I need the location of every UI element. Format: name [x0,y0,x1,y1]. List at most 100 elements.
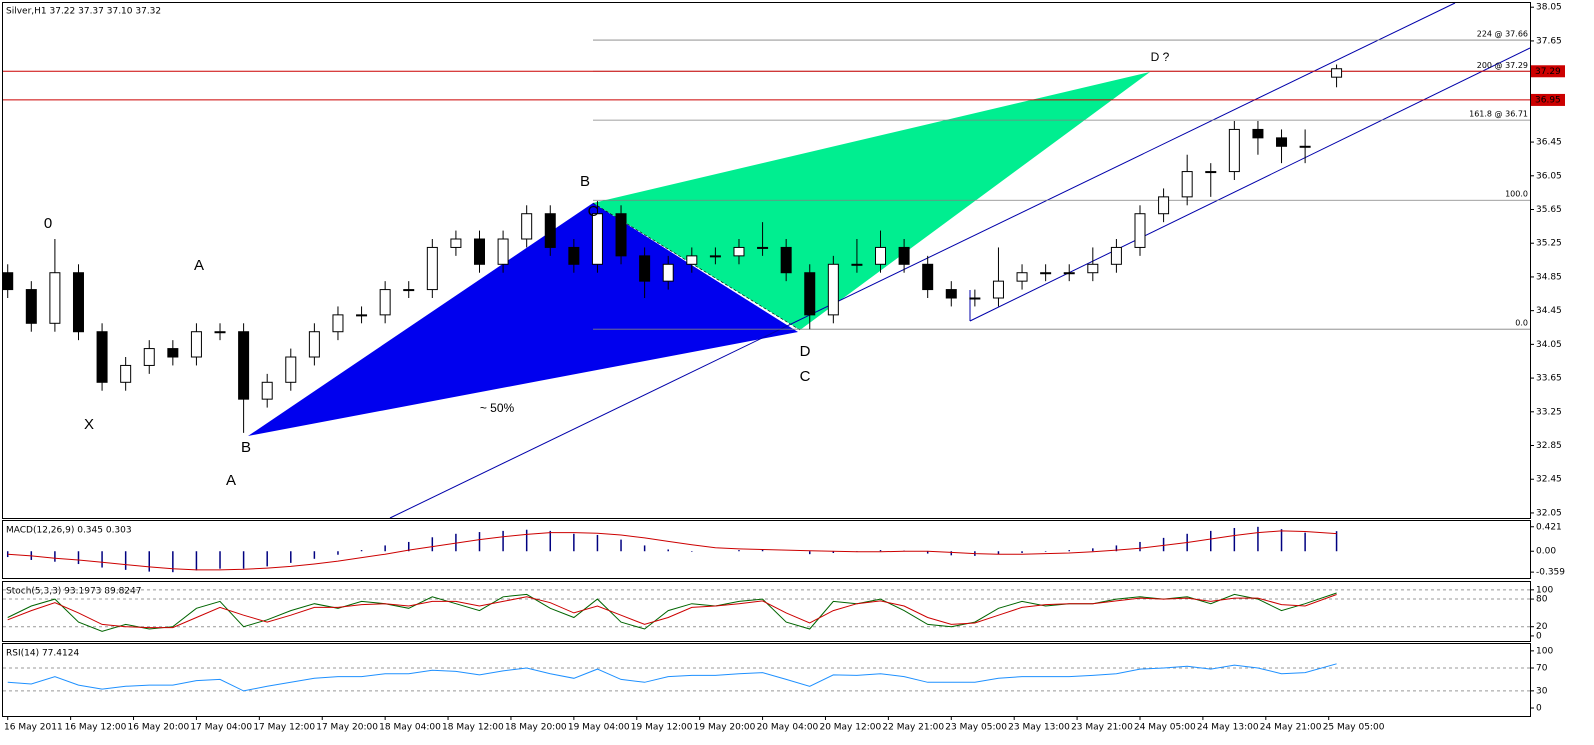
channel-upper [389,2,1456,519]
y-tick-label: 70 [1536,664,1548,674]
candle-body [49,272,61,324]
candle-body [96,331,108,383]
candle-body [1252,128,1264,139]
channel-lower [969,47,1531,322]
x-tick-label: 18 May 12:00 [442,723,504,733]
y-tick-label: 0 [1536,704,1542,714]
candle-body [1040,272,1052,275]
candle-body [379,289,391,316]
candle-body [1228,128,1240,173]
stoch-frame [2,581,1531,642]
candle-body [1087,263,1099,274]
candle-body [662,263,674,282]
x-tick-label: 23 May 21:00 [1071,723,1133,733]
x-tick-label: 23 May 05:00 [945,723,1007,733]
candle-body [568,246,580,265]
candle-body [72,272,84,333]
candle-body [1299,145,1311,148]
candle-body [992,280,1004,299]
candle-body [851,263,863,266]
y-tick-label: 37.65 [1536,36,1562,46]
candle-body [285,356,297,383]
chart-title: Silver,H1 37.22 37.37 37.10 37.32 [6,7,161,17]
x-tick-label: 23 May 13:00 [1008,723,1070,733]
candle-body [190,331,202,358]
x-tick-label: 24 May 13:00 [1197,723,1259,733]
candle-body [639,255,651,282]
candle-body [875,246,887,265]
x-tick-label: 19 May 04:00 [568,723,630,733]
fib-label: 0.0 [1515,319,1528,328]
candle-body [521,213,533,240]
harmonic-pattern [248,72,1150,436]
x-tick-label: 16 May 20:00 [128,723,190,733]
price-label: 36.95 [1535,95,1561,105]
x-tick-label: 18 May 04:00 [379,723,441,733]
candle-body [356,314,368,317]
main-frame [2,2,1531,519]
x-tick-label: 25 May 05:00 [1323,723,1385,733]
y-tick-label: 100 [1536,646,1553,656]
candle-body [969,297,981,300]
annotation: X [84,416,94,433]
x-tick-label: 17 May 20:00 [316,723,378,733]
x-tick-label: 24 May 05:00 [1134,723,1196,733]
y-tick-label: 35.65 [1536,205,1562,215]
y-tick-label: 0 [1536,631,1542,641]
candle-body [450,238,462,248]
candle-body [426,246,438,291]
pattern-triangle-xabc [248,203,798,436]
macd-frame [2,520,1531,579]
fib-label: 161.8 @ 36.71 [1469,110,1528,119]
candle-body [945,289,957,299]
candle-body [1276,137,1288,147]
y-tick-label: 34.45 [1536,306,1562,316]
candle-body [922,263,934,291]
y-tick-label: 20 [1536,622,1548,632]
candle-body [1063,272,1075,275]
y-tick-label: 30 [1536,686,1548,696]
y-tick-label: -0.359 [1536,568,1565,578]
candle-body [308,331,320,358]
fib-label: 200 @ 37.29 [1477,61,1528,70]
x-tick-label: 19 May 20:00 [694,723,756,733]
stoch-title: Stoch(5,3,3) 93.1973 89.8247 [6,587,141,597]
y-tick-label: 34.85 [1536,272,1562,282]
macd-signal [7,530,1337,571]
annotation: A [226,472,236,489]
candle-body [1181,171,1193,198]
x-tick-label: 19 May 12:00 [631,723,693,733]
candle-body [214,331,226,334]
y-tick-label: 38.05 [1536,3,1562,13]
candle-body [1158,196,1170,215]
x-tick-label: 24 May 21:00 [1260,723,1322,733]
price-label: 37.29 [1535,67,1561,77]
candle-body [1134,213,1146,248]
candle-body [167,348,179,358]
x-tick-label: 16 May 2011 [4,723,63,733]
y-tick-label: 34.05 [1536,340,1562,350]
x-tick-label: 20 May 12:00 [819,723,881,733]
candle-body [591,213,603,265]
x-tick-label: 17 May 04:00 [190,723,252,733]
candle-body [1016,272,1028,282]
y-tick-label: 0.00 [1536,547,1556,557]
y-tick-label: 36.45 [1536,138,1562,148]
candle-body [686,255,698,265]
annotation: D [800,343,811,360]
oscillator-line [7,594,1337,629]
x-tick-label: 22 May 21:00 [882,723,944,733]
y-tick-label: 100 [1536,585,1553,595]
pattern-triangle-bcd [593,72,1150,330]
candle-body [733,246,745,257]
fib-label: 100.0 [1505,190,1528,199]
y-tick-label: 32.05 [1536,508,1562,518]
candle-body [332,314,344,333]
annotation: A [194,257,204,274]
annotation: C [588,203,599,220]
candle-body [898,246,910,265]
price-label-box [1531,93,1565,106]
y-tick-label: 0.421 [1536,522,1562,532]
y-tick-label: 32.85 [1536,441,1562,451]
